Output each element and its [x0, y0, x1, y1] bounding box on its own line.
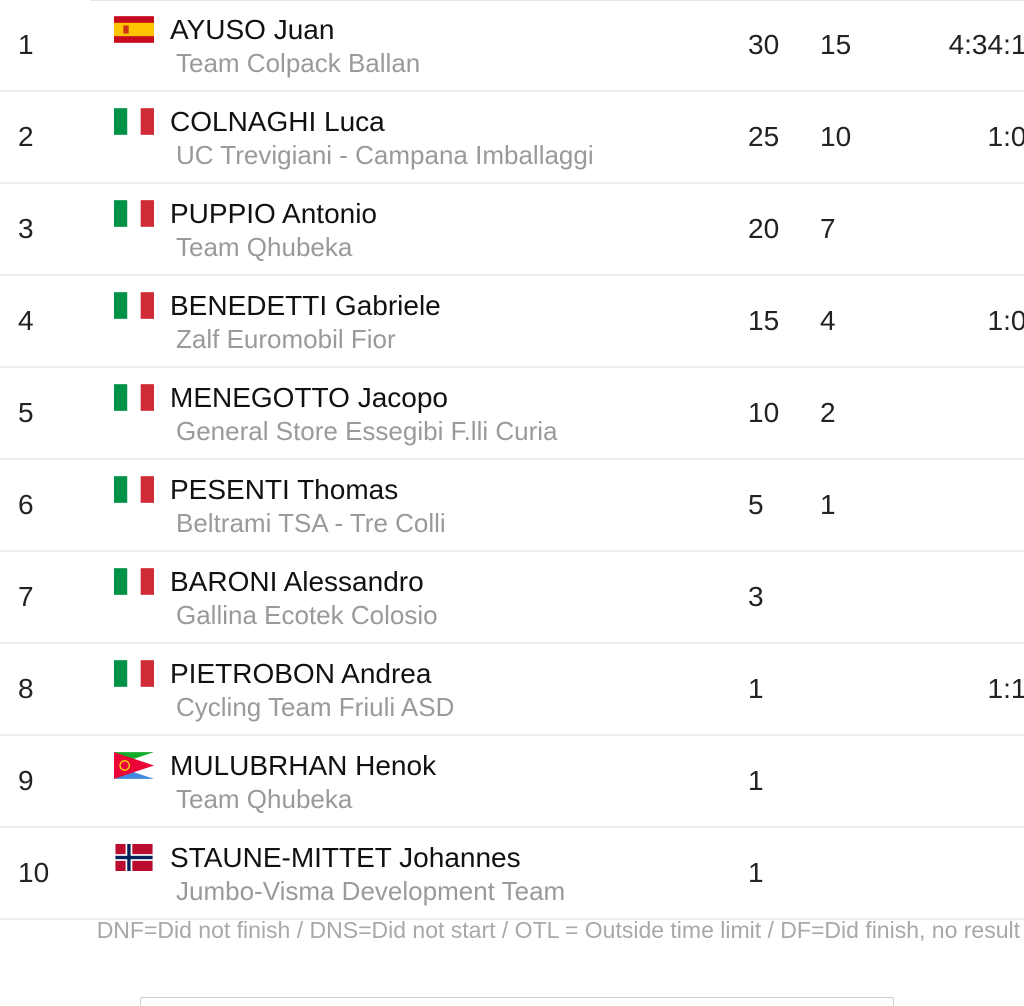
rank-cell: 7 — [18, 581, 34, 612]
table-row[interactable]: 3 PUPPIO Antonio Team Qhubeka 20 7 ,, — [0, 183, 1024, 275]
table-row[interactable]: 6 PESENTI Thomas Beltrami TSA - Tre Coll… — [0, 459, 1024, 551]
rider-name-link[interactable]: BARONI Alessandro — [170, 566, 424, 597]
er-flag-icon — [114, 752, 154, 779]
points-cell: 20 — [748, 213, 780, 244]
it-flag-icon — [114, 568, 154, 595]
es-flag-icon — [114, 16, 154, 43]
points-cell: 10 — [748, 397, 780, 428]
points-cell: 5 — [748, 489, 764, 520]
points-cell: 30 — [748, 29, 780, 60]
rider-cell: PESENTI Thomas Beltrami TSA - Tre Colli — [108, 459, 748, 551]
time-cell: ,, — [900, 367, 1024, 459]
legend-footnote: DNF=Did not finish / DNS=Did not start /… — [96, 917, 1020, 943]
uci-points-cell: 10 — [820, 121, 852, 152]
team-name-link[interactable]: UC Trevigiani - Campana Imballaggi — [176, 140, 594, 170]
points-cell: 25 — [748, 121, 780, 152]
points-cell: 1 — [748, 857, 764, 888]
results-table: 1 AYUSO Juan Team Colpack Ballan 30 15 4… — [0, 0, 1024, 919]
rank-cell: 4 — [18, 305, 34, 336]
rank-cell: 1 — [18, 29, 34, 60]
table-row[interactable]: 7 BARONI Alessandro Gallina Ecotek Colos… — [0, 551, 1024, 643]
time-cell: 1:05 — [987, 305, 1024, 336]
rider-cell: PIETROBON Andrea Cycling Team Friuli ASD — [108, 643, 748, 735]
it-flag-icon — [114, 108, 154, 135]
table-row[interactable]: 4 BENEDETTI Gabriele Zalf Euromobil Fior… — [0, 275, 1024, 367]
uci-points-cell — [820, 643, 900, 735]
it-flag-icon — [114, 660, 154, 687]
rider-cell: AYUSO Juan Team Colpack Ballan — [108, 0, 748, 91]
rider-name-link[interactable]: BENEDETTI Gabriele — [170, 290, 441, 321]
uci-points-cell — [820, 827, 900, 919]
it-flag-icon — [114, 200, 154, 227]
uci-points-cell: 15 — [820, 29, 852, 60]
uci-points-cell — [820, 735, 900, 827]
rank-cell: 9 — [18, 765, 34, 796]
table-row[interactable]: 8 PIETROBON Andrea Cycling Team Friuli A… — [0, 643, 1024, 735]
rider-cell: BENEDETTI Gabriele Zalf Euromobil Fior — [108, 275, 748, 367]
rider-name-link[interactable]: STAUNE-MITTET Johannes — [170, 842, 521, 873]
it-flag-icon — [114, 292, 154, 319]
time-cell: ,, — [900, 183, 1024, 275]
points-cell: 1 — [748, 673, 764, 704]
team-name-link[interactable]: Team Colpack Ballan — [176, 48, 421, 78]
top-divider — [90, 0, 1024, 1]
rider-name-link[interactable]: PUPPIO Antonio — [170, 198, 378, 229]
rider-cell: MENEGOTTO Jacopo General Store Essegibi … — [108, 367, 748, 459]
team-name-link[interactable]: Jumbo-Visma Development Team — [176, 876, 566, 906]
time-cell: ,, — [900, 459, 1024, 551]
team-name-link[interactable]: Zalf Euromobil Fior — [176, 324, 396, 354]
rider-name-link[interactable]: MENEGOTTO Jacopo — [170, 382, 449, 413]
time-cell: ,, — [900, 827, 1024, 919]
rider-name-link[interactable]: PIETROBON Andrea — [170, 658, 432, 689]
rider-name-link[interactable]: COLNAGHI Luca — [170, 106, 385, 137]
uci-points-cell: 7 — [820, 213, 836, 244]
it-flag-icon — [114, 476, 154, 503]
points-cell: 3 — [748, 581, 764, 612]
rank-cell: 5 — [18, 397, 34, 428]
time-cell: 1:10 — [987, 673, 1024, 704]
table-row[interactable]: 2 COLNAGHI Luca UC Trevigiani - Campana … — [0, 91, 1024, 183]
rank-cell: 6 — [18, 489, 34, 520]
team-name-link[interactable]: Cycling Team Friuli ASD — [176, 692, 455, 722]
table-row[interactable]: 10 STAUNE-MITTET Johannes Jumbo-Visma De… — [0, 827, 1024, 919]
rider-cell: STAUNE-MITTET Johannes Jumbo-Visma Devel… — [108, 827, 748, 919]
rank-cell: 2 — [18, 121, 34, 152]
team-name-link[interactable]: Gallina Ecotek Colosio — [176, 600, 438, 630]
rider-cell: PUPPIO Antonio Team Qhubeka — [108, 183, 748, 275]
team-name-link[interactable]: Team Qhubeka — [176, 232, 353, 262]
table-row[interactable]: 9 MULUBRHAN Henok Team Qhubeka 1 ,, — [0, 735, 1024, 827]
team-name-link[interactable]: Beltrami TSA - Tre Colli — [176, 508, 446, 538]
uci-points-cell — [820, 551, 900, 643]
rank-cell: 3 — [18, 213, 34, 244]
rider-cell: MULUBRHAN Henok Team Qhubeka — [108, 735, 748, 827]
team-name-link[interactable]: General Store Essegibi F.lli Curia — [176, 416, 558, 446]
rank-cell: 10 — [18, 857, 50, 888]
rider-name-link[interactable]: AYUSO Juan — [170, 14, 335, 45]
time-cell: 4:34:10 — [948, 29, 1024, 60]
rider-cell: BARONI Alessandro Gallina Ecotek Colosio — [108, 551, 748, 643]
no-flag-icon — [114, 844, 154, 871]
table-row[interactable]: 1 AYUSO Juan Team Colpack Ballan 30 15 4… — [0, 0, 1024, 91]
rider-name-link[interactable]: MULUBRHAN Henok — [170, 750, 437, 781]
time-cell: ,, — [900, 735, 1024, 827]
rider-cell: COLNAGHI Luca UC Trevigiani - Campana Im… — [108, 91, 748, 183]
uci-points-cell: 4 — [820, 305, 836, 336]
it-flag-icon — [114, 384, 154, 411]
bottom-control[interactable] — [140, 997, 894, 1006]
uci-points-cell: 1 — [820, 489, 836, 520]
team-name-link[interactable]: Team Qhubeka — [176, 784, 353, 814]
points-cell: 15 — [748, 305, 780, 336]
points-cell: 1 — [748, 765, 764, 796]
table-row[interactable]: 5 MENEGOTTO Jacopo General Store Essegib… — [0, 367, 1024, 459]
rank-cell: 8 — [18, 673, 34, 704]
time-cell: ,, — [900, 551, 1024, 643]
rider-name-link[interactable]: PESENTI Thomas — [170, 474, 399, 505]
uci-points-cell: 2 — [820, 397, 836, 428]
time-cell: 1:03 — [987, 121, 1024, 152]
